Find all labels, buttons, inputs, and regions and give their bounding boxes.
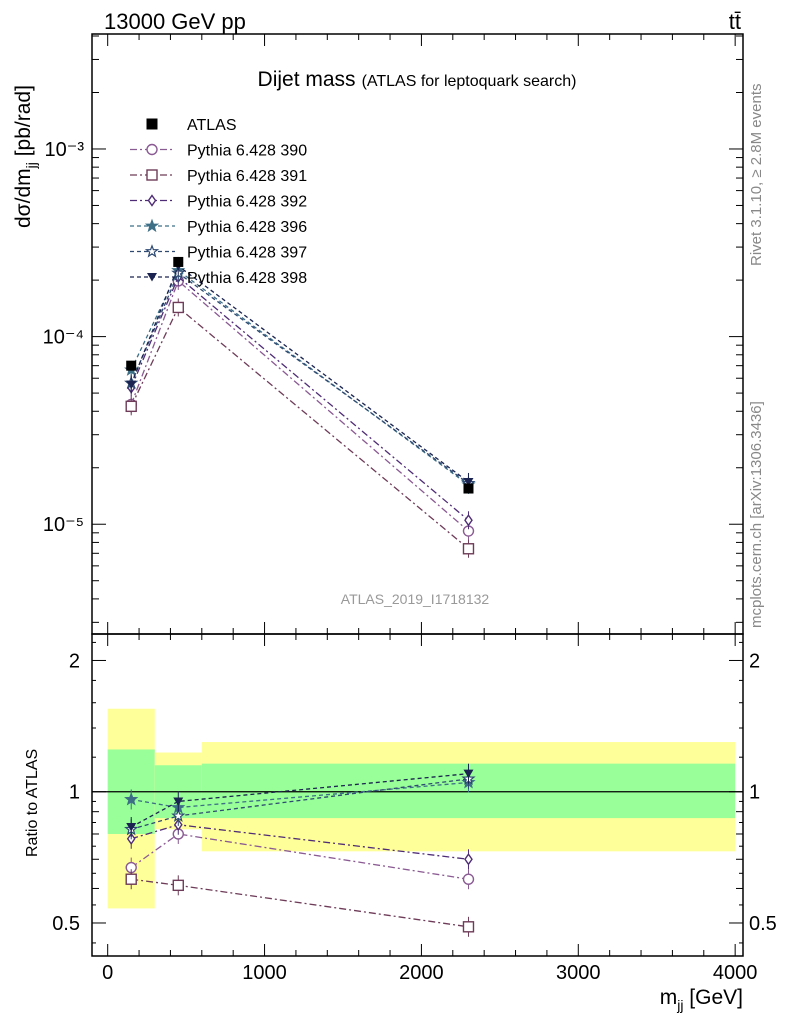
plot-frames — [91, 33, 744, 957]
series-line-5 — [130, 264, 469, 483]
y-tick-label-2: 10⁻³ — [45, 139, 85, 161]
series-point-5-2 — [463, 477, 474, 487]
series-line-1 — [130, 306, 469, 550]
legend-marker-5 — [147, 273, 157, 282]
legend-label-4: Pythia 6.428 397 — [187, 245, 307, 262]
y-tick-label-1: 10⁻⁴ — [43, 327, 84, 349]
ratio-point-0-2 — [462, 873, 475, 885]
ratio-line-5 — [130, 773, 469, 828]
process-label: tt̄ — [729, 9, 741, 34]
legend-label-1: Pythia 6.428 391 — [187, 168, 307, 185]
legend-marker-0 — [146, 143, 158, 156]
ratio-y-axis-label: Ratio to ATLAS — [24, 749, 41, 857]
ratio-line-0 — [130, 833, 469, 880]
ratio-tick-label-right-2: 2 — [749, 650, 760, 672]
x-tick-label-1: 1000 — [242, 962, 287, 984]
ratio-point-1-0 — [125, 873, 137, 885]
series-point-1-1 — [172, 301, 184, 314]
legend-label-data: ATLAS — [187, 117, 237, 134]
y-axis-label: dσ/dmjj [pb/rad] — [12, 85, 39, 228]
ratio-point-1-1 — [172, 879, 184, 892]
legend-label-5: Pythia 6.428 398 — [187, 270, 307, 287]
energy-label: 13000 GeV pp — [104, 9, 246, 34]
ratio-tick-label-right-0: 0.5 — [749, 913, 777, 935]
x-axis-label: mjj [GeV] — [660, 986, 743, 1013]
ratio-series-layer — [124, 763, 476, 937]
ratio-tick-label-left-2: 2 — [69, 650, 80, 672]
ratio-line-4 — [131, 778, 469, 830]
legend-marker-2 — [147, 194, 157, 207]
series-line-0 — [130, 279, 469, 532]
ratio-point-5-2 — [463, 769, 474, 779]
x-tick-label-0: 0 — [102, 962, 113, 984]
ratio-point-1-2 — [462, 921, 475, 933]
ratio-point-5-1 — [173, 797, 184, 806]
legend-marker-3 — [144, 218, 160, 233]
y-tick-label-0: 10⁻⁵ — [43, 514, 84, 536]
axis-ticks: 0 1000 2000 3000 4000 10⁻⁵ 10⁻⁴ 10⁻³ 0.5 0.5 1 1 2 2 — [43, 34, 777, 984]
data-point-1 — [173, 256, 184, 267]
legend-label-3: Pythia 6.428 396 — [187, 219, 307, 236]
x-tick-label-3: 3000 — [556, 962, 601, 984]
x-tick-label-4: 4000 — [713, 962, 758, 984]
ratio-point-2-2 — [464, 853, 473, 866]
ratio-uncertainty-bands — [107, 708, 736, 909]
ratio-tick-label-left-0: 0.5 — [52, 913, 80, 935]
legend-marker-data — [146, 118, 158, 130]
main-series-layer — [124, 256, 476, 558]
ratio-line-3 — [131, 781, 469, 809]
legend-label-0: Pythia 6.428 390 — [187, 143, 307, 160]
x-tick-label-2: 2000 — [399, 962, 444, 984]
ratio-point-3-0 — [124, 791, 139, 806]
mcplots-note: mcplots.cern.ch [arXiv:1306.3436] — [748, 401, 765, 628]
chart-subtitle: (ATLAS for leptoquark search) — [362, 73, 577, 90]
legend-label-2: Pythia 6.428 392 — [187, 194, 307, 211]
ratio-tick-label-left-1: 1 — [69, 782, 80, 804]
ratio-point-4-1 — [171, 808, 186, 823]
rivet-version-note: Rivet 3.1.10, ≥ 2.8M events — [748, 84, 765, 267]
analysis-id: ATLAS_2019_I1718132 — [341, 591, 490, 607]
series-point-2-2 — [464, 514, 473, 527]
data-point-0 — [126, 360, 137, 371]
chart-title-main: Dijet mass — [258, 68, 356, 91]
series-point-5-0 — [126, 380, 137, 390]
legend-marker-1 — [146, 169, 158, 181]
ratio-frame — [91, 633, 744, 957]
series-point-1-0 — [125, 400, 137, 413]
chart-title: Dijet mass (ATLAS for leptoquark search) — [258, 68, 577, 91]
ratio-point-5-0 — [126, 823, 137, 832]
legend-marker-4 — [144, 244, 160, 258]
legend: ATLAS Pythia 6.428 390 Pythia 6.428 391 Pyt… — [130, 117, 307, 287]
series-line-2 — [130, 275, 469, 521]
ratio-tick-label-right-1: 1 — [749, 782, 760, 804]
data-point-2 — [463, 483, 474, 494]
series-point-1-2 — [462, 543, 475, 555]
